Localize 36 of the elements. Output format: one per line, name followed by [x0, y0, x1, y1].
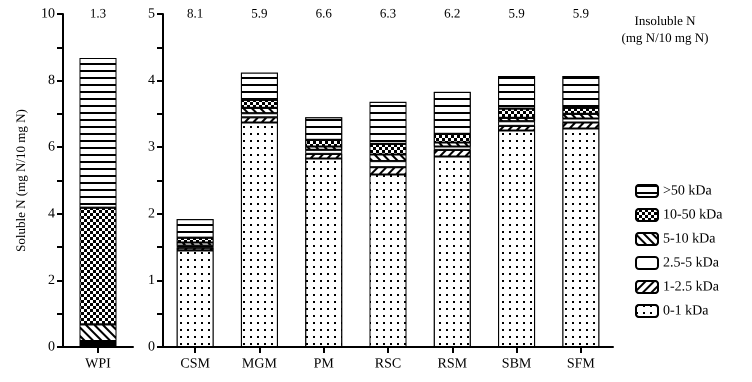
x-tick-label: RSM: [437, 356, 468, 372]
y-tick-label: 2: [48, 272, 55, 288]
y-axis-title: Soluble N (mg N/10 mg N): [13, 109, 28, 252]
y-tick-label: 3: [148, 140, 155, 155]
y-tick-label: 4: [148, 73, 155, 88]
annotation: 1.3: [90, 6, 106, 20]
legend-label: 10-50 kDa: [663, 208, 724, 222]
x-tick-label: MGM: [242, 356, 278, 372]
annotation: 6.6: [316, 6, 332, 20]
annotation: 5.9: [508, 6, 525, 20]
y-tick-label: 8: [48, 73, 55, 88]
legend-label: 5-10 kDa: [663, 232, 716, 246]
x-tick-label: PM: [314, 356, 334, 372]
annotation: 5.9: [251, 6, 268, 20]
y-tick-label: 10: [41, 6, 55, 22]
legend-label: 1-2.5 kDa: [663, 280, 720, 294]
y-tick-label: 6: [48, 140, 55, 155]
x-tick-label: SFM: [566, 356, 596, 372]
y-tick-label: 0: [148, 340, 155, 354]
legend-label: 2.5-5 kDa: [663, 256, 720, 270]
legend-label: >50 kDa: [663, 184, 713, 198]
annotation: 6.3: [380, 6, 396, 20]
x-tick-label: RSC: [374, 356, 402, 372]
y-tick-label: 2: [148, 206, 155, 222]
y-tick-label: 1: [148, 272, 155, 288]
legend-label: 0-1 kDa: [663, 304, 710, 318]
x-tick-label: SBM: [502, 356, 532, 372]
y-tick-label: 4: [48, 206, 55, 222]
annotation: 6.2: [444, 6, 460, 20]
y-tick-label: 5: [148, 6, 155, 22]
annotation: 5.9: [572, 6, 589, 20]
text: Insoluble N (mg N/10 mg N): [621, 13, 709, 45]
y-tick-label: 0: [48, 340, 55, 354]
x-tick-label: CSM: [180, 356, 210, 372]
annotation: 8.1: [187, 6, 204, 20]
x-tick-label: WPI: [85, 356, 112, 372]
